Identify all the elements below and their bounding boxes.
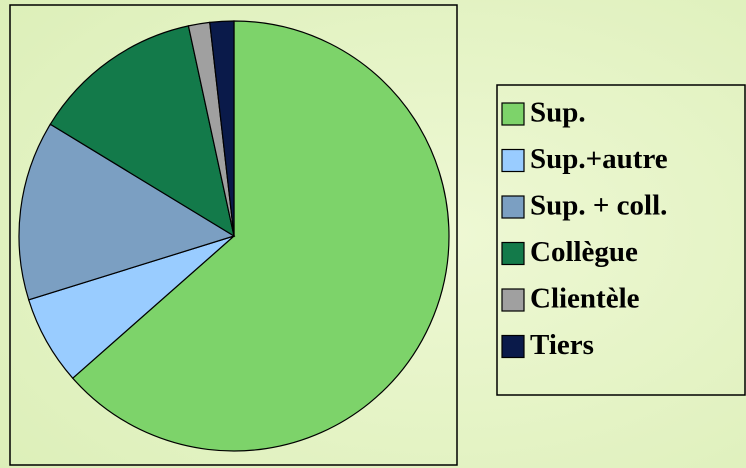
legend-swatch xyxy=(501,241,525,266)
legend-label: Sup. + coll. xyxy=(530,190,667,222)
legend-swatch xyxy=(501,288,525,312)
plot-frame xyxy=(9,4,458,466)
pie-slice xyxy=(49,25,235,238)
pie-slice xyxy=(71,20,450,452)
legend-label: Sup. xyxy=(530,97,586,129)
pie-slice xyxy=(18,123,236,301)
legend-frame xyxy=(496,84,746,396)
pie-slice xyxy=(209,20,235,237)
legend-label: Clientèle xyxy=(530,283,640,315)
legend-swatch xyxy=(501,334,525,359)
legend-label: Tiers xyxy=(530,329,594,361)
legend-label: Collègue xyxy=(530,236,638,268)
pie xyxy=(18,20,450,452)
legend-label: Sup.+autre xyxy=(530,143,668,175)
legend-swatch xyxy=(501,195,525,219)
legend-swatch xyxy=(501,102,525,126)
legend: Sup. Sup.+autre Sup. + coll. Collègue Client… xyxy=(501,97,668,361)
legend-swatch xyxy=(501,148,525,173)
